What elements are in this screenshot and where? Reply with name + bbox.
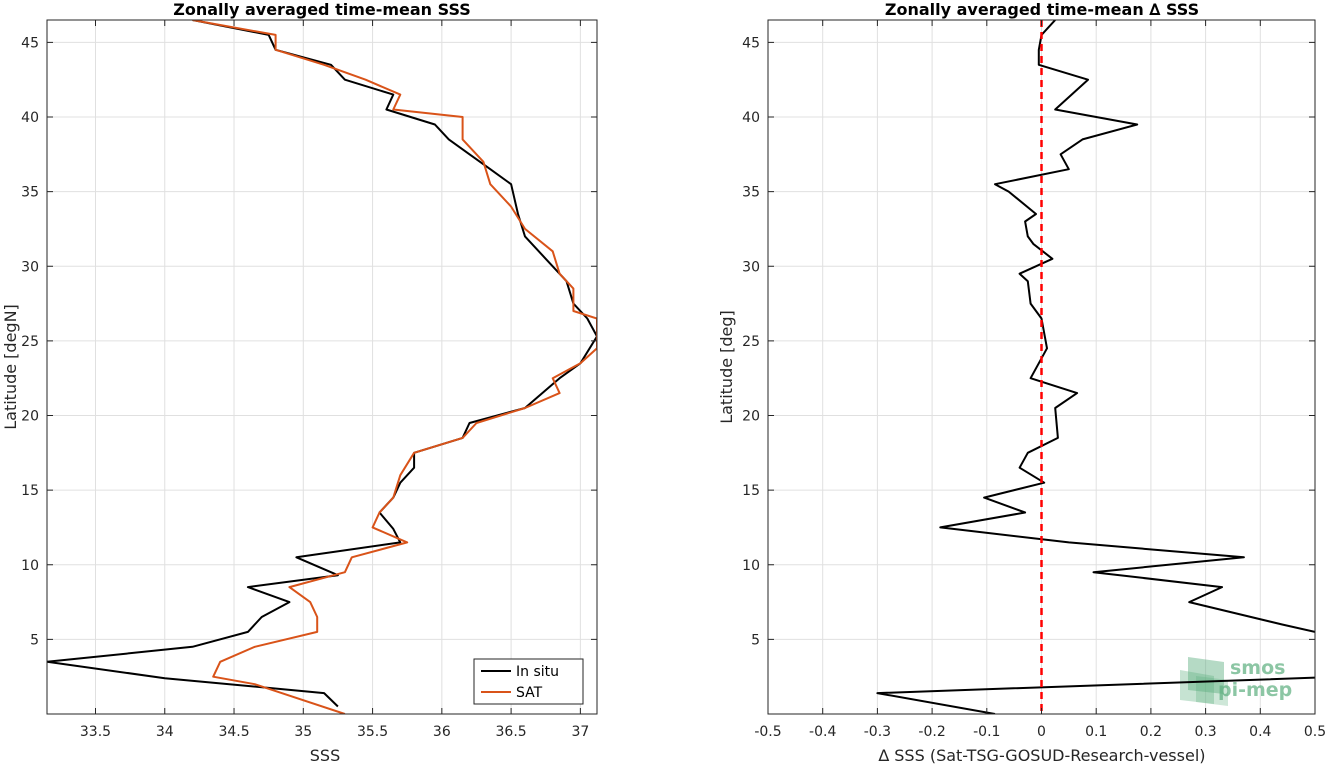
y-tick-label: 5 bbox=[751, 632, 760, 648]
x-tick-label: 33.5 bbox=[80, 724, 111, 740]
legend-label-sat: SAT bbox=[516, 685, 543, 701]
x-tick-label: 0.3 bbox=[1194, 724, 1216, 740]
y-tick-label: 10 bbox=[742, 558, 760, 574]
x-axis-label: ∆ SSS (Sat-TSG-GOSUD-Research-vessel) bbox=[877, 746, 1205, 764]
x-tick-label: 35.5 bbox=[357, 724, 388, 740]
y-axis-label: Latitude [deg] bbox=[717, 310, 736, 424]
series-lines bbox=[47, 20, 597, 714]
y-tick-label: 25 bbox=[742, 334, 760, 350]
y-tick-label: 25 bbox=[21, 334, 39, 350]
x-tick-label: 35 bbox=[294, 724, 312, 740]
x-tick-label: -0.3 bbox=[864, 724, 891, 740]
y-tick-label: 45 bbox=[21, 35, 39, 51]
legend: In situ SAT bbox=[473, 658, 584, 705]
legend-box bbox=[473, 658, 584, 705]
plot-area bbox=[47, 20, 597, 714]
delta-sss-panel: smos pi-mep -0.5 -0.4 -0.3 -0.2 -0.1 0 0.1 0.2 0… bbox=[717, 0, 1326, 764]
chart-title: Zonally averaged time-mean SSS bbox=[173, 0, 471, 19]
grid bbox=[47, 20, 597, 714]
series-line-0 bbox=[876, 20, 1315, 714]
x-tick-label: 36 bbox=[433, 724, 451, 740]
legend-label-in-situ: In situ bbox=[516, 664, 559, 680]
y-tick-label: 40 bbox=[21, 110, 39, 126]
x-tick-label: 0.2 bbox=[1140, 724, 1162, 740]
y-tick-label: 15 bbox=[21, 483, 39, 499]
x-tick-label: 0.5 bbox=[1304, 724, 1326, 740]
x-tick-label: -0.2 bbox=[918, 724, 945, 740]
y-axis-label: Latitude [degN] bbox=[1, 304, 20, 430]
x-tick-label: -0.1 bbox=[973, 724, 1000, 740]
y-tick-label: 15 bbox=[742, 483, 760, 499]
logo-mark bbox=[1188, 657, 1224, 694]
logo-mark bbox=[1180, 670, 1214, 704]
y-tick-label: 5 bbox=[30, 632, 39, 648]
x-tick-label: 0.1 bbox=[1085, 724, 1107, 740]
y-tick-label: 35 bbox=[21, 185, 39, 201]
x-tick-label: -0.5 bbox=[754, 724, 781, 740]
axes-box bbox=[46, 19, 598, 715]
smos-pi-mep-logo: smos pi-mep bbox=[1180, 657, 1292, 706]
series-line-in-situ bbox=[47, 20, 597, 708]
chart-title: Zonally averaged time-mean ∆ SSS bbox=[885, 0, 1199, 19]
x-tick-label: 0.4 bbox=[1249, 724, 1271, 740]
x-tick-label: -0.4 bbox=[809, 724, 836, 740]
series-line-sat bbox=[192, 20, 597, 714]
y-tick-label: 35 bbox=[742, 185, 760, 201]
y-tick-label: 20 bbox=[742, 409, 760, 425]
x-tick-label: 0 bbox=[1037, 724, 1046, 740]
x-tick-label: 34 bbox=[156, 724, 174, 740]
logo-text-smos: smos bbox=[1230, 657, 1285, 679]
y-tick-label: 20 bbox=[21, 409, 39, 425]
y-tick-label: 10 bbox=[21, 558, 39, 574]
ticks: 33.5 34 34.5 35 35.5 36 36.5 37 5 10 15 20 25 30 35 40 4… bbox=[21, 20, 597, 740]
y-tick-label: 40 bbox=[742, 110, 760, 126]
y-tick-label: 45 bbox=[742, 35, 760, 51]
y-tick-label: 30 bbox=[21, 259, 39, 275]
x-tick-label: 36.5 bbox=[496, 724, 527, 740]
logo-mark bbox=[1196, 676, 1228, 706]
logo-text-pi-mep: pi-mep bbox=[1218, 679, 1292, 701]
sss-panel: 33.5 34 34.5 35 35.5 36 36.5 37 5 10 15 20 25 30 35 40 4… bbox=[1, 0, 598, 764]
x-tick-label: 37 bbox=[571, 724, 589, 740]
x-tick-label: 34.5 bbox=[218, 724, 249, 740]
x-axis-label: SSS bbox=[310, 746, 340, 764]
series-lines bbox=[876, 20, 1315, 714]
ticks: -0.5 -0.4 -0.3 -0.2 -0.1 0 0.1 0.2 0.3 0.4 0.5 5 10 1… bbox=[742, 20, 1326, 740]
y-tick-label: 30 bbox=[742, 259, 760, 275]
